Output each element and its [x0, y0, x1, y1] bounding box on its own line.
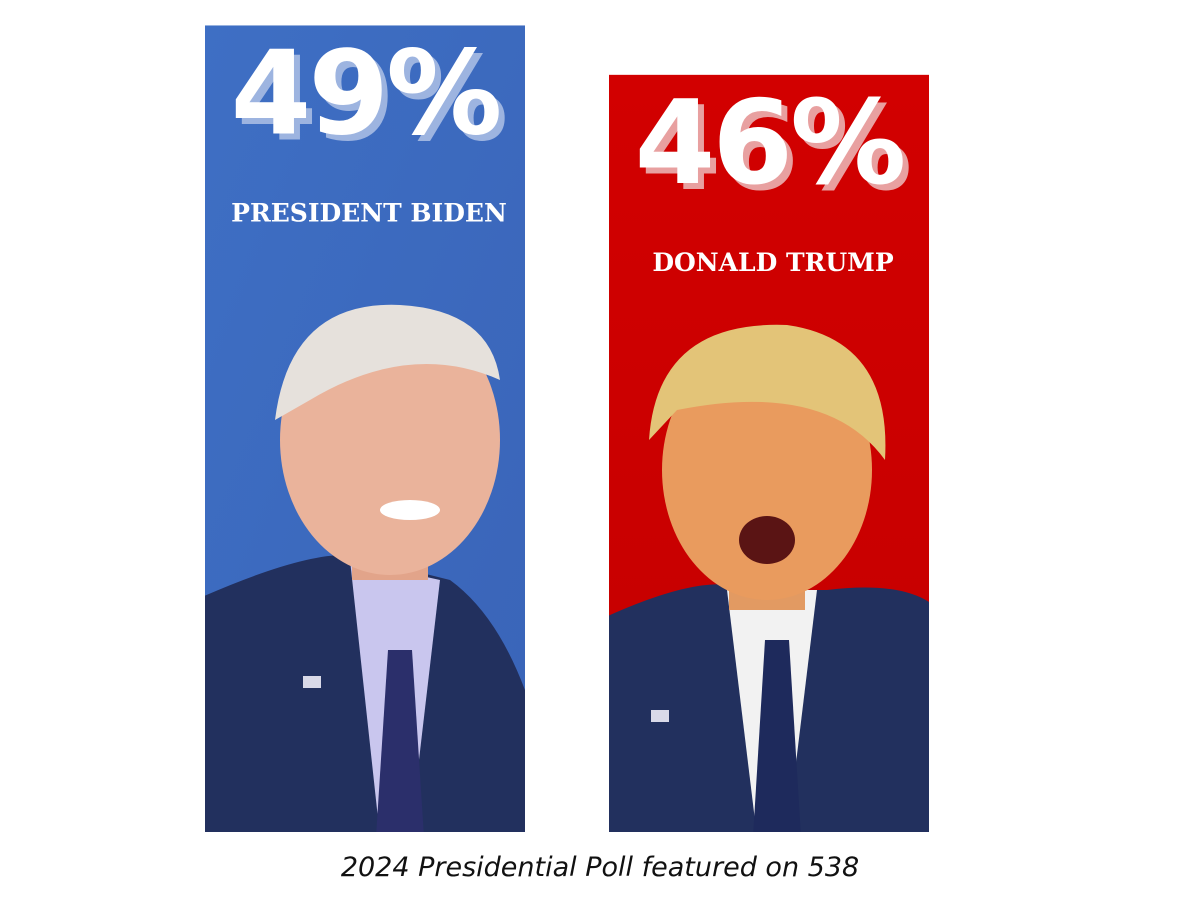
- value-label-biden: 49%: [231, 26, 500, 161]
- category-label-trump: DONALD TRUMP: [652, 248, 894, 277]
- value-label-trump: 46%: [635, 76, 904, 211]
- portrait-biden-icon: [205, 304, 525, 832]
- chart-caption: 2024 Presidential Poll featured on 538: [340, 852, 860, 883]
- value-label-shadow-biden: 49%: [237, 32, 506, 167]
- portrait-trump-icon: [609, 324, 929, 832]
- category-label-biden: PRESIDENT BIDEN: [231, 198, 507, 227]
- value-label-shadow-trump: 46%: [641, 82, 910, 217]
